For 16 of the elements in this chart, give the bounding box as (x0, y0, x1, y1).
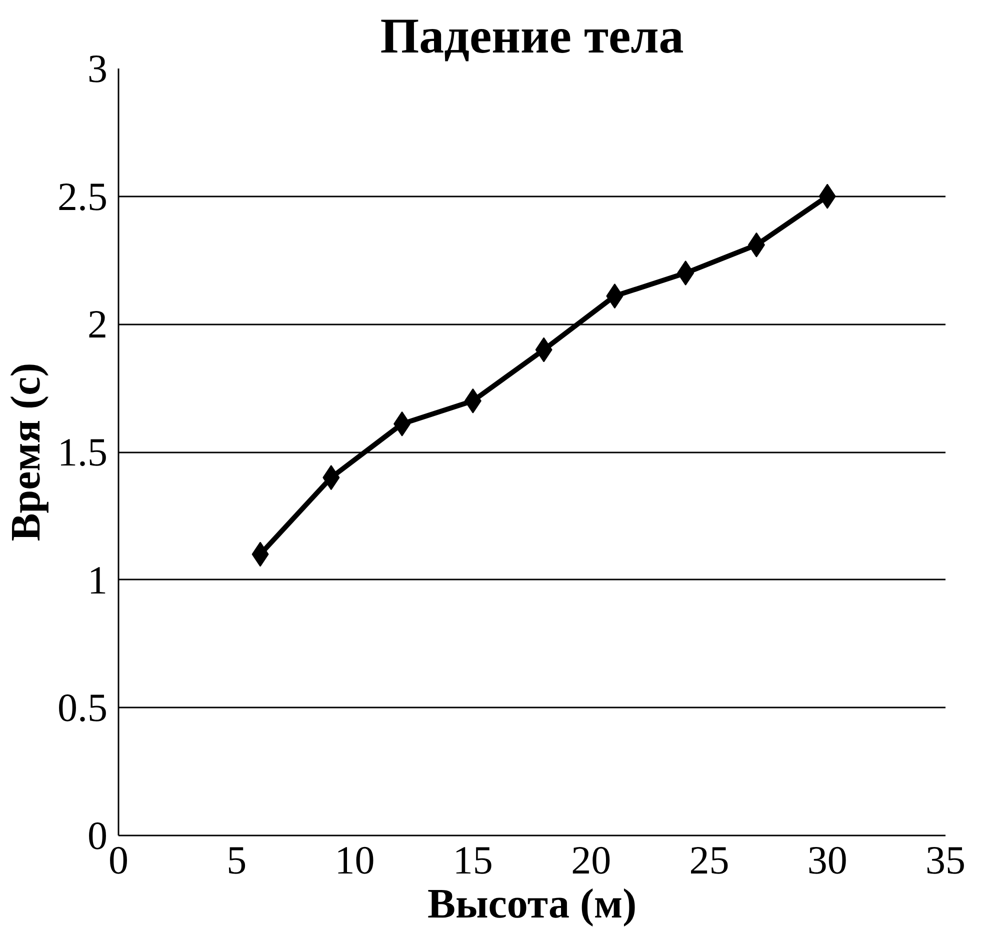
x-axis-title: Высота (м) (427, 882, 637, 928)
y-axis-title: Время (с) (4, 362, 50, 542)
y-tick-label: 2.5 (58, 174, 108, 219)
y-tick-label: 2 (88, 302, 108, 347)
x-tick-label: 35 (926, 838, 966, 882)
x-tick-label: 10 (334, 838, 375, 882)
y-tick-label: 1 (88, 557, 108, 602)
y-tick-label: 0.5 (58, 685, 108, 730)
y-tick-label: 1.5 (58, 430, 108, 474)
chart-title: Падение тела (380, 8, 684, 64)
x-tick-label: 30 (807, 838, 848, 882)
x-tick-label: 25 (689, 838, 730, 882)
x-tick-label: 15 (452, 838, 493, 882)
x-tick-label: 20 (571, 838, 612, 882)
y-tick-label: 3 (88, 46, 108, 91)
x-tick-label: 5 (226, 838, 247, 882)
